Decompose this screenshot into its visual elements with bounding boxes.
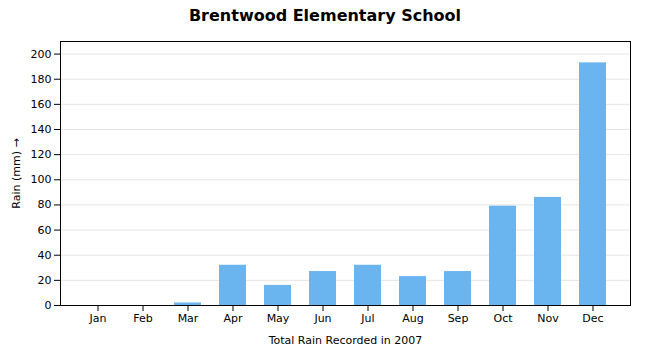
- svg-text:Total Rain Recorded in 2007: Total Rain Recorded in 2007: [268, 334, 423, 347]
- svg-text:80: 80: [38, 198, 52, 211]
- svg-text:0: 0: [45, 299, 52, 312]
- svg-text:60: 60: [38, 224, 52, 237]
- html-text:Brentwood Elementary School: Brentwood Elementary School: [188, 6, 462, 25]
- svg-text:Rain (mm) →: Rain (mm) →: [10, 138, 23, 208]
- svg-text:Aug: Aug: [402, 312, 423, 325]
- svg-text:Feb: Feb: [133, 312, 152, 325]
- svg-text:Jul: Jul: [360, 312, 374, 325]
- svg-text:Mar: Mar: [178, 312, 199, 325]
- svg-text:120: 120: [31, 148, 52, 161]
- svg-text:Sep: Sep: [448, 312, 469, 325]
- svg-text:100: 100: [31, 173, 52, 186]
- svg-text:Jan: Jan: [89, 312, 107, 325]
- svg-text:Jun: Jun: [313, 312, 331, 325]
- svg-text:Apr: Apr: [223, 312, 243, 325]
- svg-text:40: 40: [38, 249, 52, 262]
- svg-text:Dec: Dec: [582, 312, 603, 325]
- svg-text:Oct: Oct: [493, 312, 513, 325]
- svg-text:May: May: [267, 312, 290, 325]
- svg-text:20: 20: [38, 274, 52, 287]
- svg-text:Nov: Nov: [537, 312, 559, 325]
- svg-text:140: 140: [31, 123, 52, 136]
- svg-text:180: 180: [31, 73, 52, 86]
- svg-text:160: 160: [31, 98, 52, 111]
- svg-text:200: 200: [31, 48, 52, 61]
